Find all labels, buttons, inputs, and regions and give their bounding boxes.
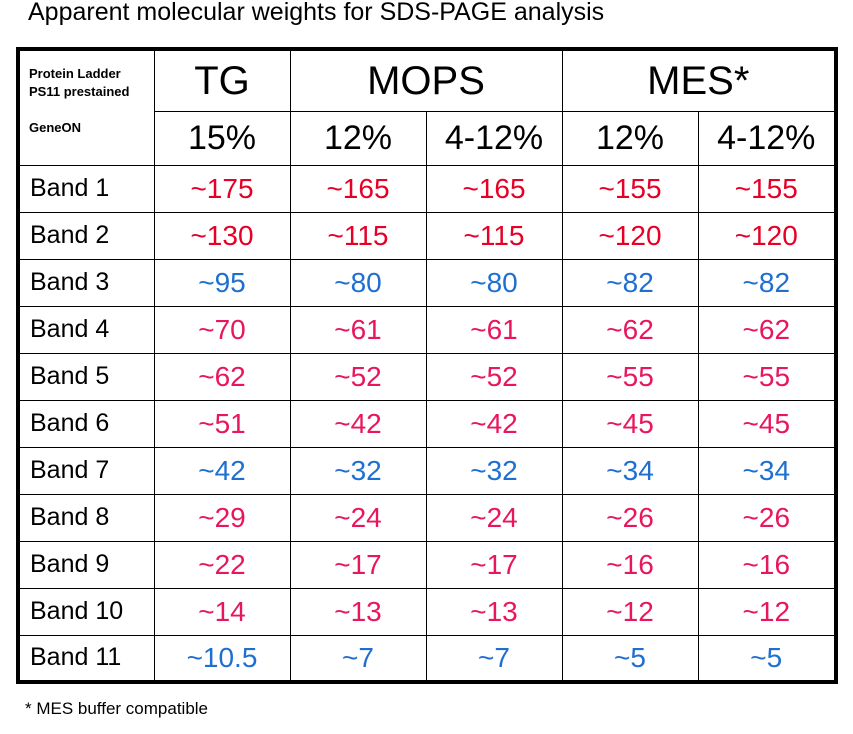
weight-value: ~120 — [697, 211, 837, 260]
band-label: Band 9 — [17, 540, 155, 589]
table-row: Band 9 ~22 ~17 ~17 ~16 ~16 — [17, 540, 837, 589]
table-row: Band 3 ~95 ~80 ~80 ~82 ~82 — [17, 258, 837, 307]
weight-value: ~45 — [561, 399, 699, 448]
band-label: Band 5 — [17, 352, 155, 401]
weight-value: ~95 — [153, 258, 291, 307]
weight-value: ~12 — [561, 587, 699, 636]
weight-value: ~62 — [561, 305, 699, 354]
concentration-header: 12% — [561, 110, 699, 166]
weight-value: ~26 — [697, 493, 837, 542]
band-label: Band 7 — [17, 446, 155, 495]
ladder-name-line1: Protein Ladder — [29, 66, 121, 81]
weight-value: ~115 — [289, 211, 427, 260]
band-label: Band 4 — [17, 305, 155, 354]
table-row: Band 11 ~10.5 ~7 ~7 ~5 ~5 — [17, 634, 837, 683]
band-label: Band 6 — [17, 399, 155, 448]
weight-value: ~45 — [697, 399, 837, 448]
weight-value: ~16 — [561, 540, 699, 589]
concentration-header: 4-12% — [425, 110, 563, 166]
weight-value: ~17 — [425, 540, 563, 589]
weight-value: ~34 — [561, 446, 699, 495]
weight-value: ~32 — [425, 446, 563, 495]
concentration-header: 15% — [153, 110, 291, 166]
table-row: Band 5 ~62 ~52 ~52 ~55 ~55 — [17, 352, 837, 401]
footnote: * MES buffer compatible — [25, 699, 208, 718]
weight-value: ~155 — [697, 164, 837, 213]
weight-value: ~120 — [561, 211, 699, 260]
weight-value: ~115 — [425, 211, 563, 260]
brand-name: GeneON — [29, 120, 82, 135]
ladder-name-line2: PS11 prestained — [29, 84, 130, 99]
ladder-label-cell: Protein Ladder PS11 prestained GeneON — [17, 48, 155, 166]
table-row: Band 2 ~130 ~115 ~115 ~120 ~120 — [17, 211, 837, 260]
weight-value: ~61 — [425, 305, 563, 354]
weight-value: ~165 — [289, 164, 427, 213]
weight-value: ~13 — [425, 587, 563, 636]
table-row: Band 8 ~29 ~24 ~24 ~26 ~26 — [17, 493, 837, 542]
page-title: Apparent molecular weights for SDS-PAGE … — [28, 0, 605, 26]
weight-value: ~52 — [289, 352, 427, 401]
weight-value: ~42 — [425, 399, 563, 448]
weight-value: ~55 — [697, 352, 837, 401]
weight-value: ~82 — [697, 258, 837, 307]
buffer-header-row: Protein Ladder PS11 prestained GeneON TG… — [17, 48, 837, 166]
band-label: Band 11 — [17, 634, 155, 683]
weight-value: ~61 — [289, 305, 427, 354]
weight-value: ~7 — [425, 634, 563, 683]
band-label: Band 8 — [17, 493, 155, 542]
table-row: Band 10 ~14 ~13 ~13 ~12 ~12 — [17, 587, 837, 636]
table-row: Band 7 ~42 ~32 ~32 ~34 ~34 — [17, 446, 837, 495]
weight-value: ~175 — [153, 164, 291, 213]
concentration-header: 12% — [289, 110, 427, 166]
weight-value: ~16 — [697, 540, 837, 589]
table-row: Band 4 ~70 ~61 ~61 ~62 ~62 — [17, 305, 837, 354]
weight-value: ~14 — [153, 587, 291, 636]
weight-value: ~26 — [561, 493, 699, 542]
weight-value: ~70 — [153, 305, 291, 354]
weight-value: ~51 — [153, 399, 291, 448]
band-label: Band 1 — [17, 164, 155, 213]
weight-value: ~34 — [697, 446, 837, 495]
weight-value: ~7 — [289, 634, 427, 683]
band-label: Band 10 — [17, 587, 155, 636]
weight-value: ~165 — [425, 164, 563, 213]
weight-value: ~24 — [425, 493, 563, 542]
weight-value: ~17 — [289, 540, 427, 589]
weight-value: ~5 — [561, 634, 699, 683]
weight-value: ~130 — [153, 211, 291, 260]
weight-value: ~29 — [153, 493, 291, 542]
weight-value: ~12 — [697, 587, 837, 636]
weight-value: ~10.5 — [153, 634, 291, 683]
weight-value: ~13 — [289, 587, 427, 636]
weight-value: ~80 — [289, 258, 427, 307]
weight-value: ~82 — [561, 258, 699, 307]
weight-value: ~62 — [697, 305, 837, 354]
buffer-header-mes: MES* — [561, 48, 837, 112]
buffer-header-tg: TG — [153, 48, 291, 112]
band-label: Band 3 — [17, 258, 155, 307]
weight-value: ~5 — [697, 634, 837, 683]
weight-value: ~22 — [153, 540, 291, 589]
weight-value: ~42 — [289, 399, 427, 448]
weight-value: ~32 — [289, 446, 427, 495]
buffer-header-mops: MOPS — [289, 48, 563, 112]
weight-value: ~55 — [561, 352, 699, 401]
molecular-weight-table: Protein Ladder PS11 prestained GeneON TG… — [16, 47, 839, 684]
weight-value: ~155 — [561, 164, 699, 213]
band-label: Band 2 — [17, 211, 155, 260]
concentration-header: 4-12% — [697, 110, 837, 166]
weight-value: ~24 — [289, 493, 427, 542]
table-row: Band 1 ~175 ~165 ~165 ~155 ~155 — [17, 164, 837, 213]
weight-value: ~52 — [425, 352, 563, 401]
weight-value: ~42 — [153, 446, 291, 495]
weight-value: ~80 — [425, 258, 563, 307]
weight-value: ~62 — [153, 352, 291, 401]
table-row: Band 6 ~51 ~42 ~42 ~45 ~45 — [17, 399, 837, 448]
